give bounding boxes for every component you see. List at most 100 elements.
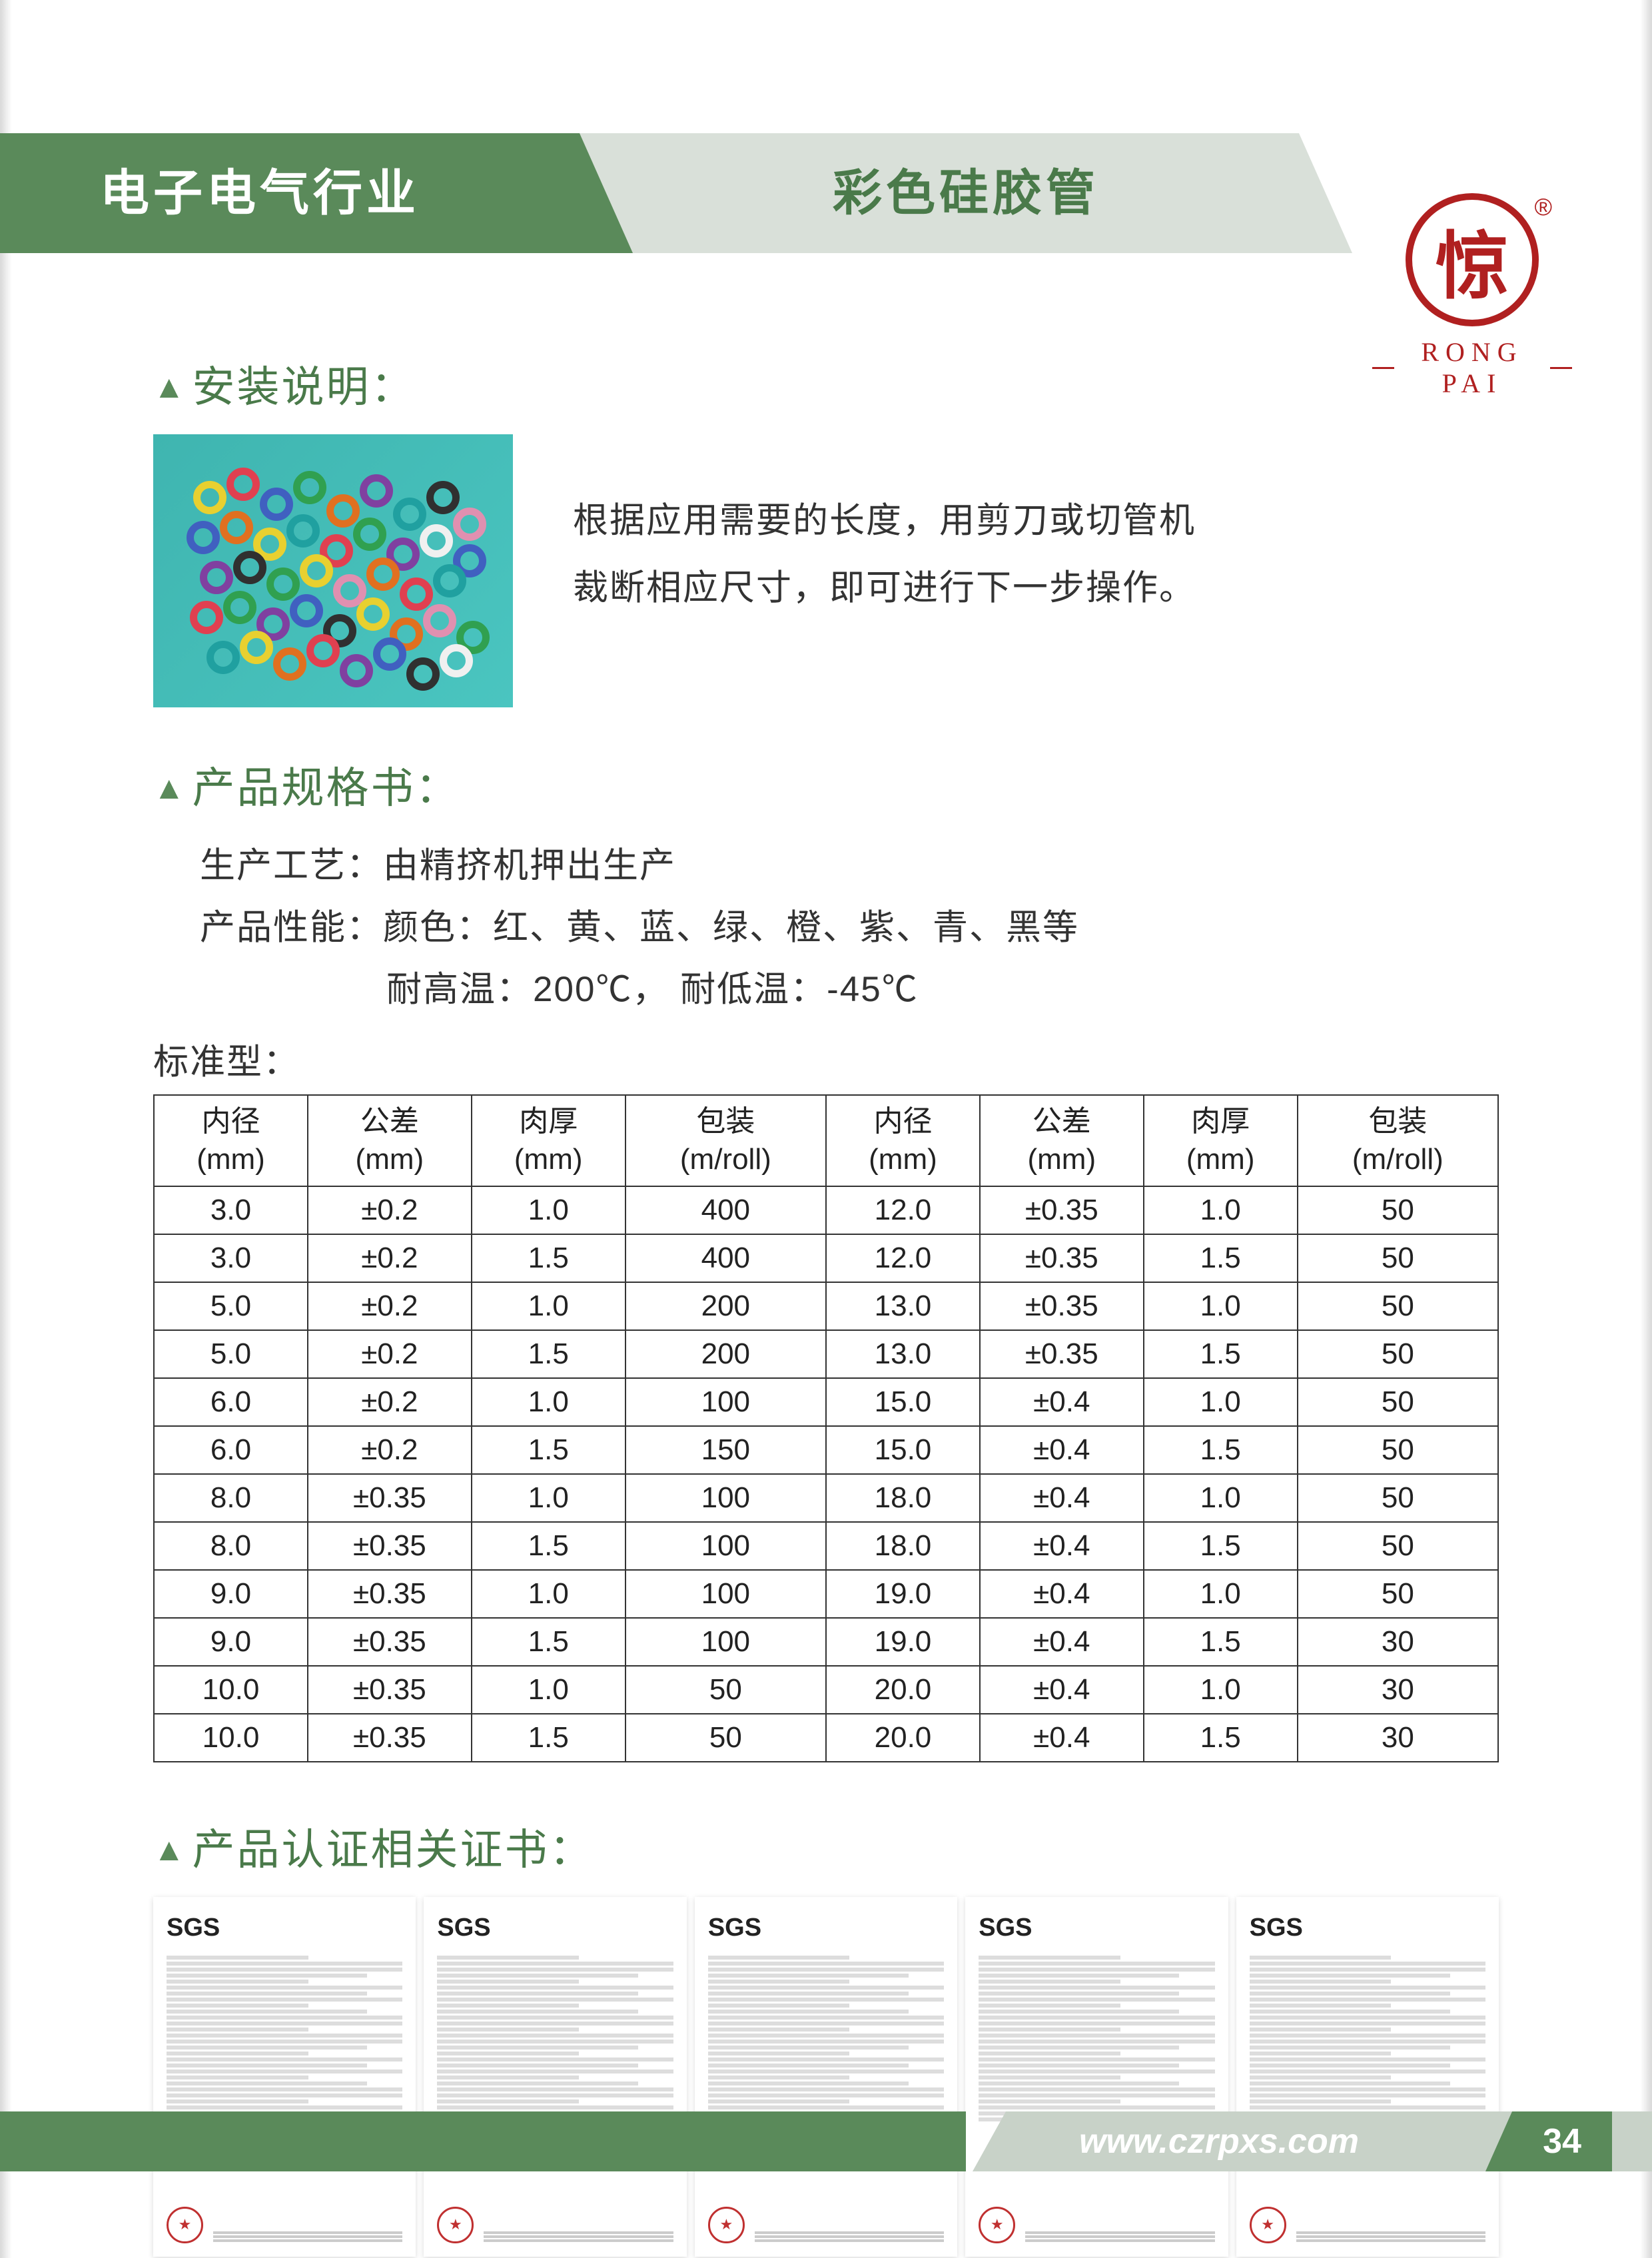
footer-url: www.czrpxs.com 34 [1006, 2111, 1652, 2171]
table-cell: 400 [625, 1186, 826, 1234]
sgs-logo: SGS [437, 1914, 673, 1942]
silicone-ring [223, 591, 256, 624]
table-cell: 1.0 [1144, 1570, 1298, 1618]
table-header-cell: 肉厚(mm) [1144, 1095, 1298, 1186]
table-cell: 3.0 [154, 1186, 308, 1234]
silicone-ring [420, 524, 453, 558]
cert-seal-icon [979, 2207, 1015, 2243]
logo-circle: 惊 ® [1406, 193, 1539, 326]
table-cell: 12.0 [826, 1234, 980, 1282]
table-cell: 1.5 [1144, 1330, 1298, 1378]
silicone-ring [190, 601, 223, 634]
table-cell: 200 [625, 1330, 826, 1378]
table-cell: 50 [1298, 1234, 1498, 1282]
table-cell: 10.0 [154, 1714, 308, 1762]
silicone-ring [240, 631, 273, 664]
table-cell: 18.0 [826, 1522, 980, 1570]
certificate-card: SGS [424, 1897, 686, 2257]
table-cell: 100 [625, 1570, 826, 1618]
silicone-ring [220, 511, 253, 544]
table-row: 8.0±0.351.010018.0±0.41.050 [154, 1474, 1498, 1522]
cert-body-text [167, 1956, 402, 2121]
install-row: 根据应用需要的长度，用剪刀或切管机 裁断相应尺寸，即可进行下一步操作。 [153, 434, 1499, 707]
cert-body-text [708, 1956, 944, 2121]
header-category-tab: 电子电气行业 [0, 133, 613, 253]
silicone-ring [187, 521, 220, 554]
silicone-ring [193, 481, 226, 514]
table-cell: ±0.35 [308, 1618, 472, 1666]
page-shadow-right [1640, 0, 1652, 2258]
table-cell: 400 [625, 1234, 826, 1282]
silicone-ring [340, 654, 373, 687]
silicone-ring [453, 508, 486, 541]
table-cell: 1.5 [1144, 1522, 1298, 1570]
table-cell: 1.5 [472, 1714, 625, 1762]
table-cell: 100 [625, 1618, 826, 1666]
table-cell: 19.0 [826, 1618, 980, 1666]
cert-seal-icon [708, 2207, 745, 2243]
table-cell: ±0.35 [308, 1474, 472, 1522]
table-cell: ±0.4 [980, 1666, 1144, 1714]
silicone-ring [440, 644, 473, 677]
table-row: 3.0±0.21.040012.0±0.351.050 [154, 1186, 1498, 1234]
table-cell: 5.0 [154, 1330, 308, 1378]
spec-section-title: 产品规格书： [153, 754, 1499, 815]
table-header-cell: 公差(mm) [308, 1095, 472, 1186]
table-body: 3.0±0.21.040012.0±0.351.0503.0±0.21.5400… [154, 1186, 1498, 1762]
certificate-card: SGS [153, 1897, 416, 2257]
table-header-cell: 包装(m/roll) [1298, 1095, 1498, 1186]
sgs-logo: SGS [979, 1914, 1214, 1942]
silicone-ring [400, 577, 433, 611]
table-cell: ±0.35 [308, 1522, 472, 1570]
table-header-row: 内径(mm)公差(mm)肉厚(mm)包装(m/roll)内径(mm)公差(mm)… [154, 1095, 1498, 1186]
table-cell: 1.5 [1144, 1426, 1298, 1474]
table-row: 9.0±0.351.510019.0±0.41.530 [154, 1618, 1498, 1666]
table-cell: ±0.2 [308, 1378, 472, 1426]
table-cell: 1.5 [1144, 1714, 1298, 1762]
spec-description: 生产工艺：由精挤机押出生产 产品性能：颜色：红、黄、蓝、绿、橙、紫、青、黑等 耐… [200, 835, 1499, 1020]
table-header-cell: 肉厚(mm) [472, 1095, 625, 1186]
table-cell: 1.0 [472, 1570, 625, 1618]
table-cell: 1.5 [472, 1330, 625, 1378]
table-cell: 18.0 [826, 1474, 980, 1522]
silicone-ring [356, 597, 390, 631]
cert-footer [1296, 2230, 1485, 2243]
silicone-ring [260, 488, 293, 521]
table-row: 6.0±0.21.515015.0±0.41.550 [154, 1426, 1498, 1474]
page-footer: www.czrpxs.com 34 [0, 2111, 1652, 2171]
table-header-cell: 公差(mm) [980, 1095, 1144, 1186]
table-cell: ±0.4 [980, 1378, 1144, 1426]
table-cell: ±0.4 [980, 1618, 1144, 1666]
table-cell: 50 [1298, 1426, 1498, 1474]
table-cell: 50 [1298, 1186, 1498, 1234]
table-cell: ±0.2 [308, 1282, 472, 1330]
table-cell: 1.0 [1144, 1378, 1298, 1426]
table-cell: 1.0 [472, 1186, 625, 1234]
cert-footer [484, 2230, 673, 2243]
table-cell: 5.0 [154, 1282, 308, 1330]
table-cell: 9.0 [154, 1570, 308, 1618]
table-cell: 50 [1298, 1282, 1498, 1330]
silicone-ring [426, 481, 460, 514]
table-cell: ±0.35 [980, 1186, 1144, 1234]
header-product-tab: 彩色硅胶管 [633, 133, 1299, 253]
table-cell: 6.0 [154, 1426, 308, 1474]
table-cell: ±0.35 [980, 1330, 1144, 1378]
silicone-ring [306, 634, 340, 667]
table-cell: 19.0 [826, 1570, 980, 1618]
spec-process-line: 生产工艺：由精挤机押出生产 [200, 835, 1499, 897]
cert-section-title: 产品认证相关证书： [153, 1816, 1499, 1877]
table-cell: 30 [1298, 1666, 1498, 1714]
silicone-ring [293, 471, 326, 504]
table-cell: 6.0 [154, 1378, 308, 1426]
table-cell: 8.0 [154, 1522, 308, 1570]
table-cell: 1.0 [1144, 1474, 1298, 1522]
install-line-2: 裁断相应尺寸，即可进行下一步操作。 [573, 555, 1196, 622]
table-cell: 13.0 [826, 1330, 980, 1378]
certificate-card: SGS [1236, 1897, 1499, 2257]
silicone-ring [286, 514, 320, 548]
silicone-ring [393, 498, 426, 531]
table-cell: 1.0 [1144, 1186, 1298, 1234]
header-product-text: 彩色硅胶管 [633, 133, 1299, 253]
table-cell: 200 [625, 1282, 826, 1330]
